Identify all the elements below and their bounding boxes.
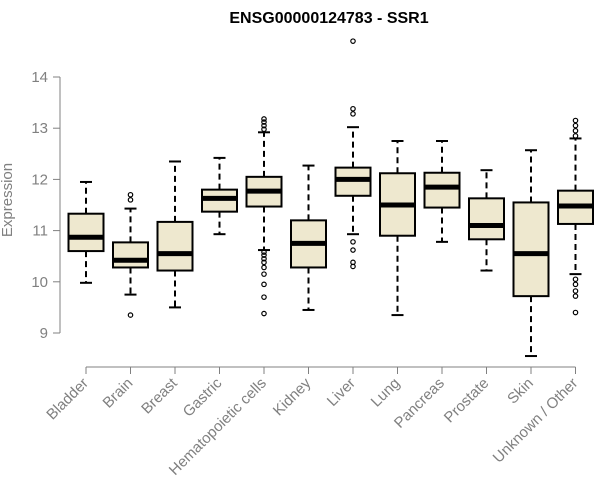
outlier-point	[350, 111, 356, 117]
outlier-point	[350, 259, 356, 266]
y-tick-label: 11	[32, 223, 48, 240]
outlier-point	[261, 249, 267, 255]
outlier-point	[261, 122, 267, 129]
outlier-point	[350, 105, 356, 112]
outlier-point	[572, 288, 579, 294]
iqr-box	[423, 171, 461, 209]
outlier-point	[261, 116, 267, 122]
box-brain	[112, 191, 149, 318]
outlier-point	[127, 312, 134, 318]
x-tick-label: Liver	[324, 375, 359, 410]
y-axis: 9 10 11 12 13 14	[31, 69, 61, 342]
outlier-point	[350, 38, 356, 44]
outlier-point	[572, 309, 579, 316]
outlier-point	[350, 239, 356, 245]
x-tick-label: Bladder	[43, 375, 92, 424]
outlier-point	[127, 191, 134, 198]
outlier-point	[572, 127, 579, 134]
x-tick-label: Kidney	[270, 374, 315, 419]
iqr-box	[156, 220, 194, 272]
outlier-point	[261, 271, 267, 277]
box-breast	[156, 160, 194, 309]
box-skin	[512, 149, 550, 358]
outlier-point	[261, 119, 267, 125]
outlier-point	[261, 255, 267, 262]
outlier-point	[127, 197, 134, 203]
y-tick-label: 10	[31, 274, 48, 291]
y-axis-label: Expression	[0, 163, 16, 237]
box-pancreas	[423, 140, 461, 243]
iqr-box	[112, 241, 149, 269]
outlier-point	[572, 117, 579, 124]
y-tick-label: 9	[40, 325, 48, 342]
outlier-point	[261, 310, 267, 317]
box-prostate	[468, 169, 505, 272]
outlier-point	[572, 133, 579, 139]
x-tick-label: Skin	[504, 375, 537, 408]
y-tick-label: 14	[31, 69, 48, 86]
box-hematopoietic-cells	[245, 116, 283, 317]
outlier-point	[572, 281, 579, 288]
outlier-point	[261, 264, 267, 271]
x-tick-label: Unknown / Other	[490, 375, 582, 467]
outlier-point	[572, 122, 579, 129]
x-tick-label: Prostate	[441, 375, 493, 427]
outlier-point	[261, 281, 267, 288]
iqr-box	[512, 201, 550, 298]
outlier-point	[261, 294, 267, 300]
y-tick-label: 13	[31, 120, 48, 137]
iqr-box	[468, 197, 505, 241]
box-gastric	[201, 156, 238, 236]
box-unknown-other	[557, 117, 594, 316]
box-bladder	[67, 180, 105, 284]
outlier-point	[350, 247, 356, 253]
box-lung	[379, 140, 416, 317]
outlier-point	[572, 276, 579, 283]
outlier-point	[572, 293, 579, 299]
x-tick-label: Breast	[138, 374, 181, 417]
outlier-point	[261, 252, 267, 258]
outlier-point	[261, 126, 267, 133]
y-tick-label: 12	[31, 171, 48, 188]
box-liver	[334, 38, 372, 270]
x-tick-label: Brain	[100, 375, 137, 412]
outlier-point	[261, 259, 267, 266]
x-tick-label: Lung	[368, 375, 404, 411]
box-kidney	[290, 164, 327, 311]
chart-title: ENSG00000124783 - SSR1	[229, 10, 428, 27]
iqr-box	[67, 212, 105, 253]
boxes-group	[67, 38, 594, 358]
